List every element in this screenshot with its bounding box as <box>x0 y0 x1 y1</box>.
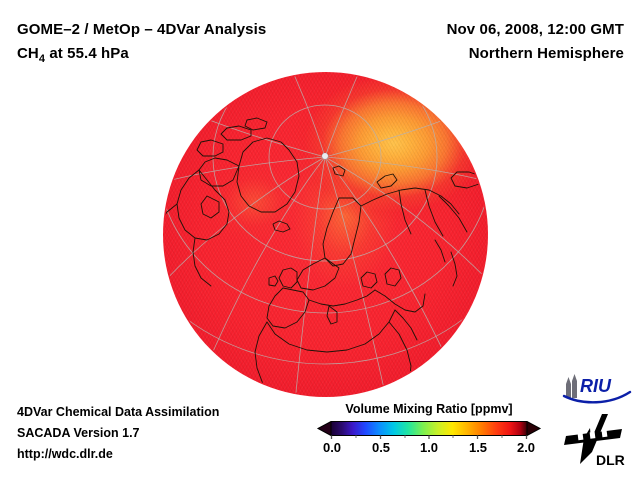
colorbar-major-ticks <box>330 435 528 439</box>
species-label: CH <box>17 45 39 62</box>
dlr-logo: DLR <box>564 414 625 468</box>
footer-line-assimilation: 4DVar Chemical Data Assimilation <box>17 405 220 419</box>
colorbar-low-arrow-cap <box>316 421 332 437</box>
north-pole-marker <box>322 153 328 159</box>
colorbar-svg <box>316 421 542 439</box>
coastline-layer <box>164 117 482 396</box>
colorbar-tick-0: 0.0 <box>322 440 342 455</box>
riu-wordmark: RIU <box>580 376 612 396</box>
level-label: at 55.4 hPa <box>45 45 129 62</box>
colorbar-high-arrow-cap <box>526 421 542 437</box>
species-level-title: CH4 at 55.4 hPa <box>17 42 377 71</box>
riu-swoosh-icon <box>562 390 632 404</box>
footer-line-version: SACADA Version 1.7 <box>17 426 140 440</box>
colorbar-tick-3: 1.5 <box>468 440 488 455</box>
dlr-mark-icon <box>564 414 622 464</box>
header-right-block: Nov 06, 2008, 12:00 GMT Northern Hemisph… <box>324 18 624 66</box>
datetime-label: Nov 06, 2008, 12:00 GMT <box>446 21 624 38</box>
globe-map <box>163 72 488 397</box>
region-label: Northern Hemisphere <box>468 45 624 62</box>
colorbar-title: Volume Mixing Ratio [ppmv] <box>345 402 513 416</box>
colorbar-tick-1: 0.5 <box>371 440 391 455</box>
footer-line-url: http://wdc.dlr.de <box>17 447 113 461</box>
colorbar-tick-2: 1.0 <box>419 440 439 455</box>
riu-tower-icon <box>566 374 577 398</box>
riu-logo: RIU <box>562 374 632 404</box>
coastlines <box>164 117 482 396</box>
header-left-block: GOME–2 / MetOp – 4DVar Analysis CH4 at 5… <box>17 18 377 71</box>
colorbar-tick-labels: 0.0 0.5 1.0 1.5 2.0 <box>315 440 543 458</box>
dlr-wordmark: DLR <box>596 452 625 468</box>
colorbar-block: Volume Mixing Ratio [ppmv] <box>315 402 543 458</box>
colorbar-tick-4: 2.0 <box>516 440 536 455</box>
colorbar-minor-ticks <box>355 435 503 438</box>
colorbar-gradient <box>330 421 528 436</box>
graticule-layer <box>164 73 487 396</box>
colorbar-graphic <box>315 421 543 439</box>
footer-left-block: 4DVar Chemical Data Assimilation SACADA … <box>17 402 219 465</box>
analysis-title: GOME–2 / MetOp – 4DVar Analysis <box>17 21 267 38</box>
species-subscript: 4 <box>38 53 46 65</box>
graticule-lines <box>164 73 487 396</box>
